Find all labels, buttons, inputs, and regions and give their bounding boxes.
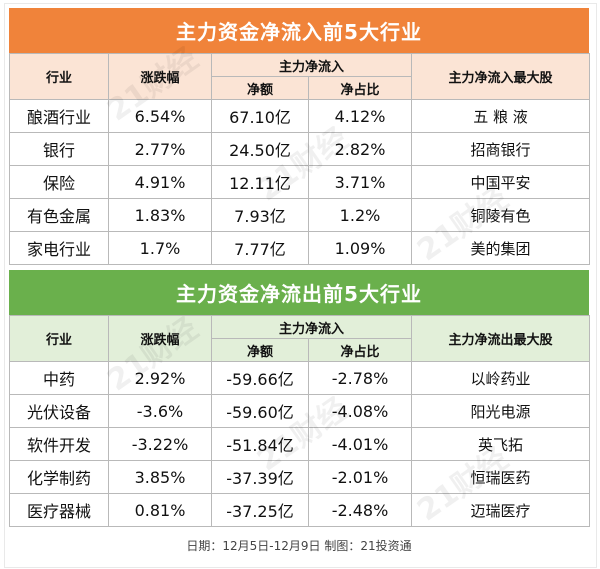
net-amount-cell: 67.10亿 [211, 99, 309, 133]
source-footer: 日期：12月5日-12月9日 制图：21投资通 [186, 539, 412, 553]
header-net-ratio: 净占比 [307, 76, 413, 100]
net-ratio-cell: 1.2% [307, 198, 413, 232]
change-cell: 2.92% [108, 361, 212, 395]
change-cell: 3.85% [108, 460, 212, 494]
inflow-subheader-row: 净额 净占比 [10, 76, 590, 100]
table-row: 保险 4.91% 12.11亿 3.71% 中国平安 [9, 165, 591, 199]
outflow-table: 行业 涨跌幅 主力净流入 主力净流出最大股 净额 净占比 中药 2.92% -5… [9, 315, 591, 527]
net-ratio-cell: 4.12% [307, 99, 413, 133]
top-stock-cell: 迈瑞医疗 [411, 493, 591, 527]
top-stock-cell: 英飞拓 [411, 427, 591, 461]
net-ratio-cell: 1.09% [307, 231, 413, 265]
header-industry: 行业 [9, 53, 109, 100]
industry-cell: 家电行业 [9, 231, 109, 265]
table-row: 光伏设备 -3.6% -59.60亿 -4.08% 阳光电源 [9, 394, 591, 428]
table-row: 化学制药 3.85% -37.39亿 -2.01% 恒瑞医药 [9, 460, 591, 494]
net-amount-cell: -51.84亿 [211, 427, 309, 461]
net-amount-cell: -59.60亿 [211, 394, 309, 428]
header-industry: 行业 [9, 315, 109, 362]
table-row: 酿酒行业 6.54% 67.10亿 4.12% 五 粮 液 [9, 99, 591, 133]
change-cell: 1.83% [108, 198, 212, 232]
industry-cell: 化学制药 [9, 460, 109, 494]
change-cell: 2.77% [108, 132, 212, 166]
change-cell: -3.6% [108, 394, 212, 428]
header-net-inflow-group: 主力净流入 [210, 315, 413, 339]
top-stock-cell: 美的集团 [411, 231, 591, 265]
net-ratio-cell: -4.01% [307, 427, 413, 461]
table-row: 家电行业 1.7% 7.77亿 1.09% 美的集团 [9, 231, 591, 265]
industry-cell: 有色金属 [9, 198, 109, 232]
net-ratio-cell: -2.78% [307, 361, 413, 395]
inflow-title: 主力资金净流入前5大行业 [9, 8, 589, 53]
net-ratio-cell: 2.82% [307, 132, 413, 166]
industry-cell: 中药 [9, 361, 109, 395]
top-stock-cell: 中国平安 [411, 165, 591, 199]
change-cell: 1.7% [108, 231, 212, 265]
table-row: 有色金属 1.83% 7.93亿 1.2% 铜陵有色 [9, 198, 591, 232]
outflow-title: 主力资金净流出前5大行业 [9, 270, 589, 315]
header-net-ratio: 净占比 [307, 338, 413, 362]
top-stock-cell: 五 粮 液 [411, 99, 591, 133]
outflow-header-row: 行业 涨跌幅 主力净流入 主力净流出最大股 [9, 315, 591, 362]
top-stock-cell: 铜陵有色 [411, 198, 591, 232]
table-row: 中药 2.92% -59.66亿 -2.78% 以岭药业 [9, 361, 591, 395]
header-top-stock: 主力净流入最大股 [411, 53, 591, 100]
net-ratio-cell: -2.48% [307, 493, 413, 527]
industry-cell: 软件开发 [9, 427, 109, 461]
net-amount-cell: -37.25亿 [211, 493, 309, 527]
header-change: 涨跌幅 [108, 315, 212, 362]
net-amount-cell: 7.77亿 [211, 231, 309, 265]
header-net-amount: 净额 [211, 338, 309, 362]
industry-cell: 医疗器械 [9, 493, 109, 527]
net-amount-cell: -37.39亿 [211, 460, 309, 494]
top-stock-cell: 以岭药业 [411, 361, 591, 395]
industry-cell: 光伏设备 [9, 394, 109, 428]
industry-cell: 酿酒行业 [9, 99, 109, 133]
top-stock-cell: 阳光电源 [411, 394, 591, 428]
industry-cell: 银行 [9, 132, 109, 166]
net-ratio-cell: -2.01% [307, 460, 413, 494]
net-amount-cell: 7.93亿 [211, 198, 309, 232]
inflow-header-row: 行业 涨跌幅 主力净流入 主力净流入最大股 [9, 53, 591, 100]
net-amount-cell: -59.66亿 [211, 361, 309, 395]
net-ratio-cell: -4.08% [307, 394, 413, 428]
header-net-amount: 净额 [211, 76, 309, 100]
industry-cell: 保险 [9, 165, 109, 199]
table-row: 银行 2.77% 24.50亿 2.82% 招商银行 [9, 132, 591, 166]
inflow-table: 行业 涨跌幅 主力净流入 主力净流入最大股 净额 净占比 酿酒行业 6.54% … [9, 53, 591, 265]
net-ratio-cell: 3.71% [307, 165, 413, 199]
header-top-stock: 主力净流出最大股 [411, 315, 591, 362]
change-cell: -3.22% [108, 427, 212, 461]
table-row: 医疗器械 0.81% -37.25亿 -2.48% 迈瑞医疗 [9, 493, 591, 527]
top-stock-cell: 招商银行 [411, 132, 591, 166]
change-cell: 6.54% [108, 99, 212, 133]
table-row: 软件开发 -3.22% -51.84亿 -4.01% 英飞拓 [9, 427, 591, 461]
net-amount-cell: 12.11亿 [211, 165, 309, 199]
net-amount-cell: 24.50亿 [211, 132, 309, 166]
header-net-inflow-group: 主力净流入 [210, 53, 413, 77]
change-cell: 0.81% [108, 493, 212, 527]
change-cell: 4.91% [108, 165, 212, 199]
outflow-subheader-row: 净额 净占比 [10, 338, 590, 362]
header-change: 涨跌幅 [108, 53, 212, 100]
top-stock-cell: 恒瑞医药 [411, 460, 591, 494]
